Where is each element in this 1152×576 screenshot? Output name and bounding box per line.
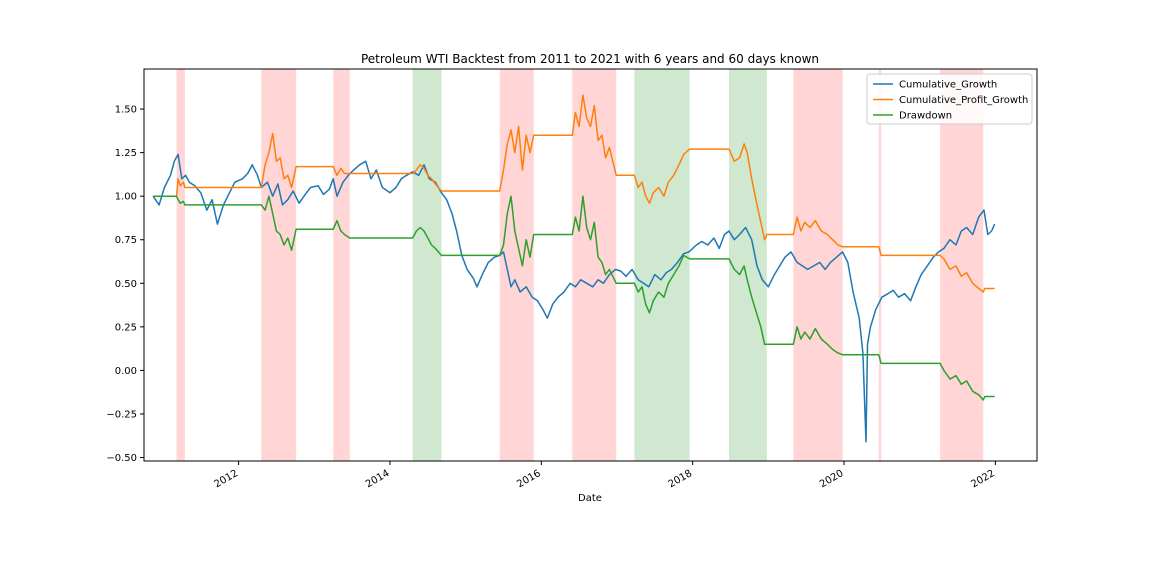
shaded-region-9 bbox=[878, 69, 882, 461]
shaded-region-0 bbox=[176, 69, 185, 461]
legend: Cumulative_Growth Cumulative_Profit_Growt… bbox=[866, 73, 1033, 125]
legend-label-1: Cumulative_Profit_Growth bbox=[899, 95, 1028, 106]
shaded-regions bbox=[176, 69, 984, 461]
shaded-region-3 bbox=[412, 69, 442, 461]
chart-title: Petroleum WTI Backtest from 2011 to 2021… bbox=[361, 52, 819, 66]
series-line-cumulative-profit-growth bbox=[153, 94, 995, 293]
y-tick-label-6: 1.00 bbox=[115, 192, 137, 203]
x-axis-label: Date bbox=[578, 493, 602, 504]
shaded-region-5 bbox=[572, 69, 617, 461]
y-axis: −0.50 −0.25 0.00 0.25 0.50 0.75 1.00 1.25 1.50 bbox=[106, 105, 144, 464]
y-tick-label-8: 1.50 bbox=[115, 105, 137, 116]
series-line-drawdown bbox=[153, 195, 995, 401]
y-tick-label-5: 0.75 bbox=[115, 235, 137, 246]
y-tick-label-1: −0.25 bbox=[106, 409, 137, 420]
plot-area bbox=[143, 68, 1038, 462]
legend-box bbox=[866, 73, 1033, 125]
shaded-region-1 bbox=[261, 69, 297, 461]
series-lines bbox=[152, 94, 996, 443]
y-tick-label-4: 0.50 bbox=[115, 279, 137, 290]
shaded-region-7 bbox=[728, 69, 767, 461]
y-tick-label-3: 0.25 bbox=[115, 322, 137, 333]
shaded-region-4 bbox=[499, 69, 534, 461]
shaded-region-2 bbox=[333, 69, 350, 461]
legend-label-0: Cumulative_Growth bbox=[899, 80, 997, 91]
y-tick-label-7: 1.25 bbox=[115, 148, 137, 159]
shaded-region-6 bbox=[634, 69, 690, 461]
y-tick-label-0: −0.50 bbox=[106, 453, 137, 464]
plot-frame bbox=[143, 68, 1038, 462]
series-line-cumulative-growth bbox=[152, 153, 996, 443]
legend-label-2: Drawdown bbox=[899, 111, 952, 122]
y-tick-label-2: 0.00 bbox=[115, 366, 137, 377]
